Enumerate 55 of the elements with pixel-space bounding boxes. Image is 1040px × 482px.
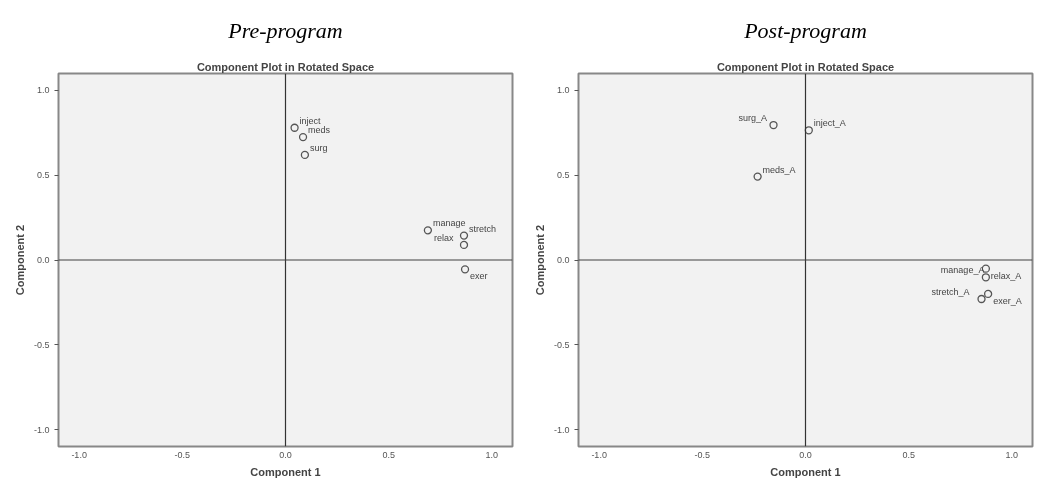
y-tick-label: 1.0 xyxy=(556,85,570,96)
x-tick-label: 0.5 xyxy=(382,449,395,460)
y-tick-label: 0.5 xyxy=(36,170,50,181)
point xyxy=(290,123,299,132)
y-tick-label: 0.0 xyxy=(556,255,570,265)
annotation: stretch xyxy=(469,223,497,234)
point xyxy=(300,150,310,160)
annotation: relax_A xyxy=(990,270,1022,281)
annotation: stretch_A xyxy=(931,287,970,297)
annotation: surg_A xyxy=(738,113,768,124)
x-tick-label: 1.0 xyxy=(485,449,499,460)
annotation: meds_A xyxy=(762,164,796,175)
point xyxy=(977,294,986,304)
y-axis-title: Component 2 xyxy=(13,224,26,296)
y-tick-label: 0.5 xyxy=(556,170,570,181)
point xyxy=(769,120,778,130)
y-tick-label: -1.0 xyxy=(553,424,570,435)
point xyxy=(804,126,813,135)
y-axis-title: Component 2 xyxy=(533,224,546,296)
x-tick-label: -1.0 xyxy=(591,449,607,460)
annotation: relax xyxy=(434,232,455,243)
annotation: surg xyxy=(309,142,328,153)
x-tick-label: -0.5 xyxy=(694,449,711,460)
x-tick-label: -1.0 xyxy=(71,449,87,460)
point xyxy=(983,289,993,299)
point xyxy=(459,231,469,240)
y-tick-label: 1.0 xyxy=(36,85,50,96)
chart-subtitle: Pre-program xyxy=(227,17,343,43)
point xyxy=(981,273,991,282)
annotation: meds xyxy=(308,125,331,136)
y-tick-label: -1.0 xyxy=(33,424,50,435)
x-tick-label: -0.5 xyxy=(174,449,191,460)
x-tick-label: 0.0 xyxy=(279,449,292,460)
point xyxy=(298,132,308,142)
x-tick-label: 0.5 xyxy=(902,449,915,460)
x-tick-label: 0.0 xyxy=(799,449,812,460)
chart-title: Component Plot in Rotated Space xyxy=(716,60,895,73)
x-tick-label: 1.0 xyxy=(1005,449,1019,460)
x-axis-title: Component 1 xyxy=(770,465,841,478)
annotation: inject_A xyxy=(813,118,846,129)
y-tick-label: -0.5 xyxy=(553,339,570,350)
point xyxy=(460,265,470,274)
x-axis-title: Component 1 xyxy=(250,465,321,478)
annotation: inject xyxy=(299,115,322,126)
y-tick-label: 0.0 xyxy=(36,255,50,265)
annotation: exer xyxy=(470,271,488,282)
y-tick-label: -0.5 xyxy=(33,339,50,350)
chart-subtitle: Post-program xyxy=(743,17,867,43)
point xyxy=(753,172,762,181)
annotation: exer_A xyxy=(993,295,1022,306)
point xyxy=(459,240,469,250)
annotation: manage xyxy=(432,218,466,229)
point xyxy=(423,226,433,235)
chart-title: Component Plot in Rotated Space xyxy=(196,60,375,73)
annotation: manage_A xyxy=(940,265,985,276)
